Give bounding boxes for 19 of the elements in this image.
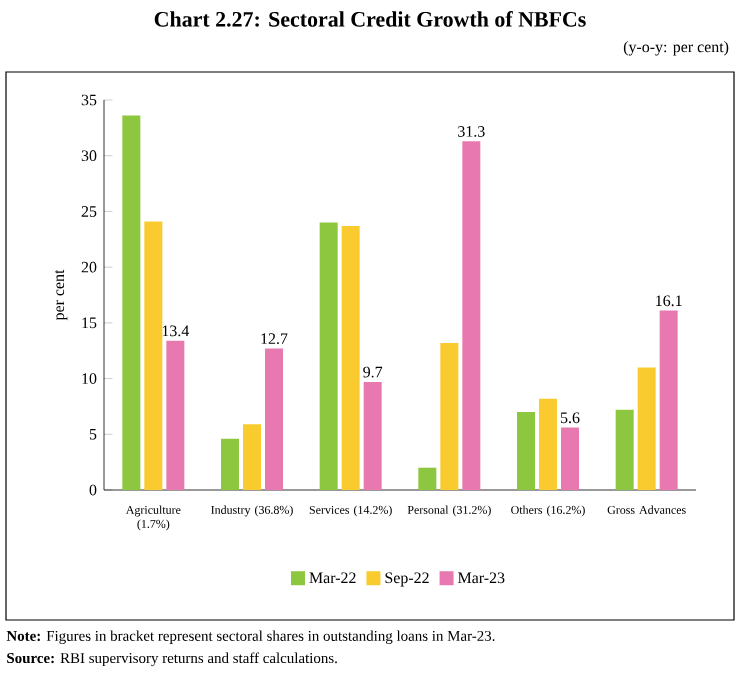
bar <box>418 467 437 490</box>
bar <box>221 438 239 490</box>
bar <box>319 222 338 490</box>
bar <box>363 381 382 490</box>
bar <box>659 310 678 490</box>
bar <box>615 409 634 490</box>
bar <box>539 398 557 490</box>
bar <box>122 115 141 490</box>
bar <box>341 225 360 490</box>
bar <box>517 412 535 490</box>
bar <box>265 348 283 490</box>
chart-title: Chart 2.27: Sectoral Credit Growth of NBFCs <box>154 11 586 27</box>
bar <box>243 424 261 490</box>
bar <box>166 340 185 490</box>
bar <box>462 141 481 490</box>
bar <box>144 221 163 490</box>
bar <box>440 342 459 490</box>
bar <box>561 427 579 490</box>
bar <box>637 367 656 490</box>
